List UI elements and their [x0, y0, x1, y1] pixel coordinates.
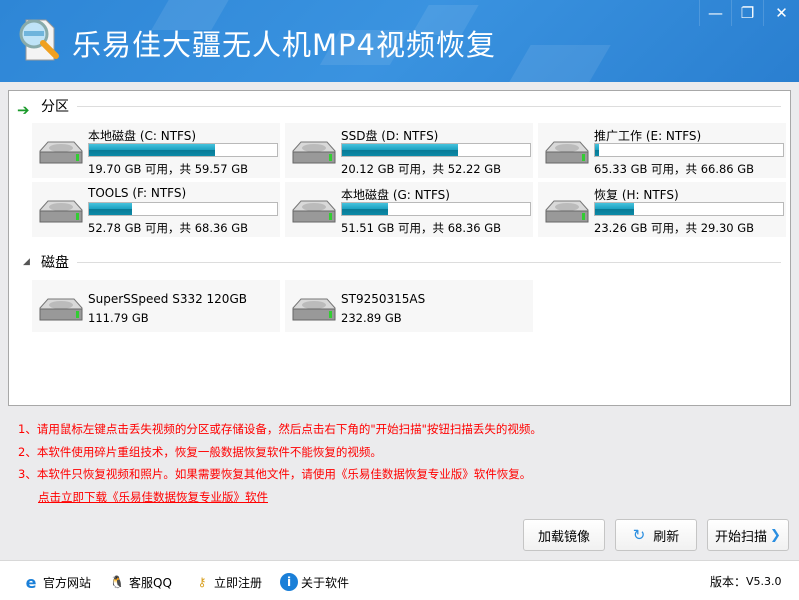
hard-drive-icon — [39, 298, 83, 321]
penguin-icon: 🐧 — [109, 575, 125, 589]
hard-drive-icon — [292, 298, 336, 321]
version-info: 版本： V5.3.0 — [710, 573, 782, 590]
disks-header: 磁盘 — [21, 252, 781, 272]
usage-bar — [341, 143, 531, 157]
start-scan-button[interactable]: 开始扫描 ❯ — [707, 519, 789, 551]
chevron-right-icon: ❯ — [770, 527, 781, 543]
hard-drive-icon — [39, 141, 83, 164]
restore-icon: ❐ — [740, 4, 755, 22]
load-image-button[interactable]: 加载镜像 — [523, 519, 605, 551]
button-label: 加载镜像 — [537, 529, 590, 545]
hard-drive-icon — [545, 200, 589, 223]
note-line: 3、本软件只恢复视频和照片。如果需要恢复其他文件，请使用《乐易佳数据恢复专业版》… — [18, 467, 532, 481]
partition-size: 51.51 GB 可用，共 68.36 GB — [341, 221, 502, 235]
partition-name: 本地磁盘 (G: NTFS) — [341, 188, 450, 202]
partition-size: 20.12 GB 可用，共 52.22 GB — [341, 162, 502, 176]
close-button[interactable]: ✕ — [763, 0, 799, 26]
usage-bar — [88, 202, 278, 216]
link-label: 官方网站 — [43, 575, 92, 590]
restore-button[interactable]: ❐ — [731, 0, 763, 26]
usage-fill — [342, 144, 458, 156]
disk-name: SuperSSpeed S332 120GB — [88, 292, 247, 306]
partition-item[interactable]: 本地磁盘 (G: NTFS) 51.51 GB 可用，共 68.36 GB — [285, 182, 533, 237]
partition-name: 本地磁盘 (C: NTFS) — [88, 129, 197, 143]
website-link[interactable]: e 官方网站 — [22, 572, 92, 592]
partition-name: SSD盘 (D: NTFS) — [341, 129, 439, 143]
hard-drive-icon — [39, 200, 83, 223]
usage-bar — [594, 202, 784, 216]
ie-icon: e — [25, 572, 37, 592]
app-logo-icon — [19, 19, 59, 61]
partition-size: 23.26 GB 可用，共 29.30 GB — [594, 221, 755, 235]
hard-drive-icon — [292, 200, 336, 223]
partition-item[interactable]: 本地磁盘 (C: NTFS) 19.70 GB 可用，共 59.57 GB — [32, 123, 280, 178]
link-label: 关于软件 — [301, 575, 350, 590]
title-bar: 乐易佳大疆无人机MP4视频恢复 — ❐ ✕ — [0, 0, 799, 82]
usage-fill — [342, 203, 389, 215]
link-label: 客服QQ — [129, 575, 172, 590]
register-link[interactable]: ⚷ 立即注册 — [193, 573, 262, 591]
disk-size: 111.79 GB — [88, 311, 149, 325]
footer: e 官方网站 🐧 客服QQ ⚷ 立即注册 i 关于软件 版本： V5.3.0 — [0, 560, 799, 600]
about-link[interactable]: i 关于软件 — [280, 573, 349, 591]
download-link[interactable]: 点击立即下载《乐易佳数据恢复专业版》软件 — [38, 489, 268, 504]
divider — [77, 261, 781, 263]
partitions-header: 分区 — [21, 96, 781, 116]
refresh-icon: ↻ — [632, 526, 646, 544]
partition-item[interactable]: TOOLS (F: NTFS) 52.78 GB 可用，共 68.36 GB — [32, 182, 280, 237]
version-value: V5.3.0 — [746, 575, 782, 588]
minimize-button[interactable]: — — [699, 0, 731, 26]
partition-size: 52.78 GB 可用，共 68.36 GB — [88, 221, 249, 235]
partition-item[interactable]: 推广工作 (E: NTFS) 65.33 GB 可用，共 66.86 GB — [538, 123, 786, 178]
minimize-icon: — — [708, 4, 723, 22]
partition-name: 推广工作 (E: NTFS) — [594, 129, 702, 143]
usage-fill — [595, 203, 634, 215]
arrow-right-icon: ➔ — [17, 101, 30, 119]
version-label: 版本： — [710, 575, 747, 589]
device-panel: ➔ 分区 本地磁盘 (C: NTFS) 19.70 GB 可用，共 59.57 G… — [8, 90, 791, 406]
window-title: 乐易佳大疆无人机MP4视频恢复 — [72, 28, 496, 62]
section-label: 分区 — [41, 99, 69, 115]
section-label: 磁盘 — [41, 255, 69, 271]
button-label: 开始扫描 — [715, 529, 768, 545]
key-icon: ⚷ — [197, 575, 207, 589]
disk-item[interactable]: ST9250315AS 232.89 GB — [285, 280, 533, 332]
usage-fill — [595, 144, 600, 156]
usage-fill — [89, 144, 215, 156]
hard-drive-icon — [292, 141, 336, 164]
usage-bar — [88, 143, 278, 157]
partition-name: TOOLS (F: NTFS) — [88, 186, 187, 200]
close-icon: ✕ — [775, 4, 788, 22]
partition-item[interactable]: SSD盘 (D: NTFS) 20.12 GB 可用，共 52.22 GB — [285, 123, 533, 178]
usage-bar — [341, 202, 531, 216]
partition-size: 19.70 GB 可用，共 59.57 GB — [88, 162, 249, 176]
partition-name: 恢复 (H: NTFS) — [594, 188, 679, 202]
link-label: 立即注册 — [214, 575, 263, 590]
partition-item[interactable]: 恢复 (H: NTFS) 23.26 GB 可用，共 29.30 GB — [538, 182, 786, 237]
hard-drive-icon — [545, 141, 589, 164]
partition-size: 65.33 GB 可用，共 66.86 GB — [594, 162, 755, 176]
qq-link[interactable]: 🐧 客服QQ — [108, 573, 172, 591]
note-line: 2、本软件使用碎片重组技术，恢复一般数据恢复软件不能恢复的视频。 — [18, 444, 382, 459]
instructions: 1、请用鼠标左键点击丢失视频的分区或存储设备，然后点击右下角的"开始扫描"按钮扫… — [18, 418, 542, 508]
refresh-button[interactable]: ↻ 刷新 — [615, 519, 697, 551]
usage-bar — [594, 143, 784, 157]
note-line: 1、请用鼠标左键点击丢失视频的分区或存储设备，然后点击右下角的"开始扫描"按钮扫… — [18, 422, 542, 436]
collapse-triangle-icon[interactable]: ◢ — [23, 257, 30, 267]
info-icon: i — [280, 573, 298, 591]
disk-size: 232.89 GB — [341, 311, 402, 325]
disk-item[interactable]: SuperSSpeed S332 120GB 111.79 GB — [32, 280, 280, 332]
divider — [77, 105, 781, 107]
usage-fill — [89, 203, 132, 215]
decor — [509, 45, 611, 82]
button-label: 刷新 — [653, 529, 680, 545]
disk-name: ST9250315AS — [341, 292, 426, 306]
